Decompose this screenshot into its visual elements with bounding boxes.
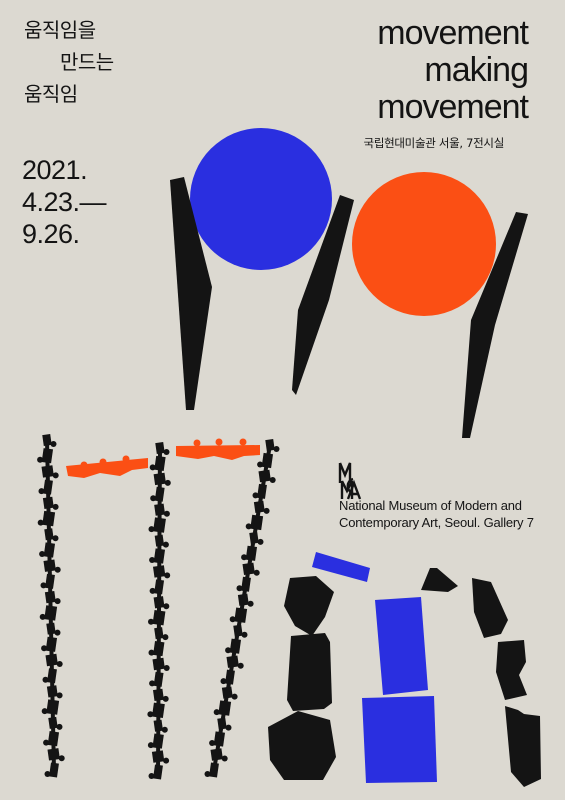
title-kr-line-1: 움직임을 (24, 18, 96, 42)
venue-kr: 국립현대미술관 서울, 7전시실 (363, 136, 505, 150)
date-start: 4.23.— (22, 187, 107, 217)
chain-right (204, 438, 280, 778)
black-block-6 (496, 640, 527, 700)
venue-en-line-2: Contemporary Art, Seoul. Gallery 7 (339, 515, 534, 530)
blue-tall-block (375, 597, 428, 695)
chain-left (37, 433, 65, 778)
title-en-line-2: making (424, 51, 529, 89)
venue-en-line-1: National Museum of Modern and (339, 498, 522, 513)
black-block-1 (284, 576, 334, 636)
black-block-2 (287, 633, 332, 711)
title-kr-line-2: 만드는 (60, 50, 114, 74)
blue-tilted-bar (312, 552, 370, 582)
black-block-7 (505, 706, 541, 787)
mmca-logo (338, 462, 362, 500)
date-end: 9.26. (22, 219, 80, 249)
orange-circle (352, 172, 496, 316)
black-shard-left (170, 177, 212, 410)
chain-columns (37, 433, 280, 780)
title-kr-line-3: 움직임 (24, 82, 78, 106)
date-year: 2021. (22, 155, 88, 185)
blue-circle (190, 128, 332, 270)
black-block-3 (268, 711, 336, 780)
title-en-line-1: movement (377, 14, 529, 52)
black-shard-middle (292, 195, 354, 395)
black-block-5 (472, 578, 508, 638)
title-en-line-3: movement (377, 88, 529, 126)
blue-bottom-block (362, 696, 437, 783)
black-block-4 (421, 568, 458, 592)
orange-bar-right (176, 438, 260, 460)
black-shard-right (462, 212, 528, 438)
chain-middle (147, 441, 171, 780)
orange-bar-left (66, 455, 148, 478)
